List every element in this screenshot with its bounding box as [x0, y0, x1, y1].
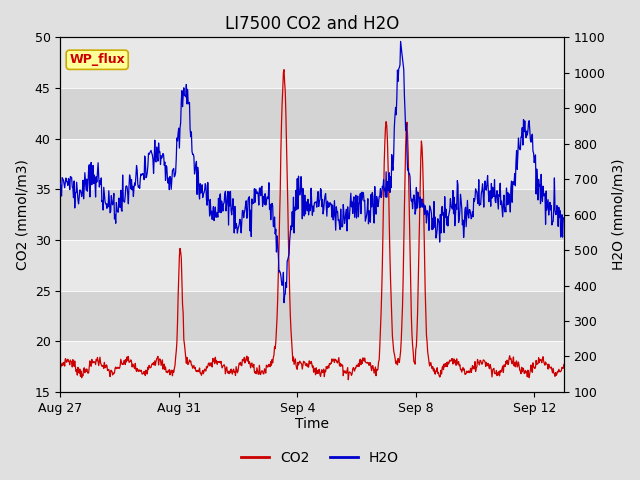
Bar: [60, 88, 564, 139]
Title: LI7500 CO2 and H2O: LI7500 CO2 and H2O: [225, 15, 399, 33]
Bar: [60, 189, 564, 240]
Bar: [60, 240, 564, 290]
Bar: [60, 37, 564, 88]
Bar: [60, 290, 564, 341]
Y-axis label: H2O (mmol/m3): H2O (mmol/m3): [611, 159, 625, 270]
Y-axis label: CO2 (mmol/m3): CO2 (mmol/m3): [15, 159, 29, 270]
Bar: [60, 341, 564, 392]
X-axis label: Time: Time: [295, 418, 329, 432]
Bar: [60, 139, 564, 189]
Text: WP_flux: WP_flux: [69, 53, 125, 66]
Legend: CO2, H2O: CO2, H2O: [236, 445, 404, 471]
